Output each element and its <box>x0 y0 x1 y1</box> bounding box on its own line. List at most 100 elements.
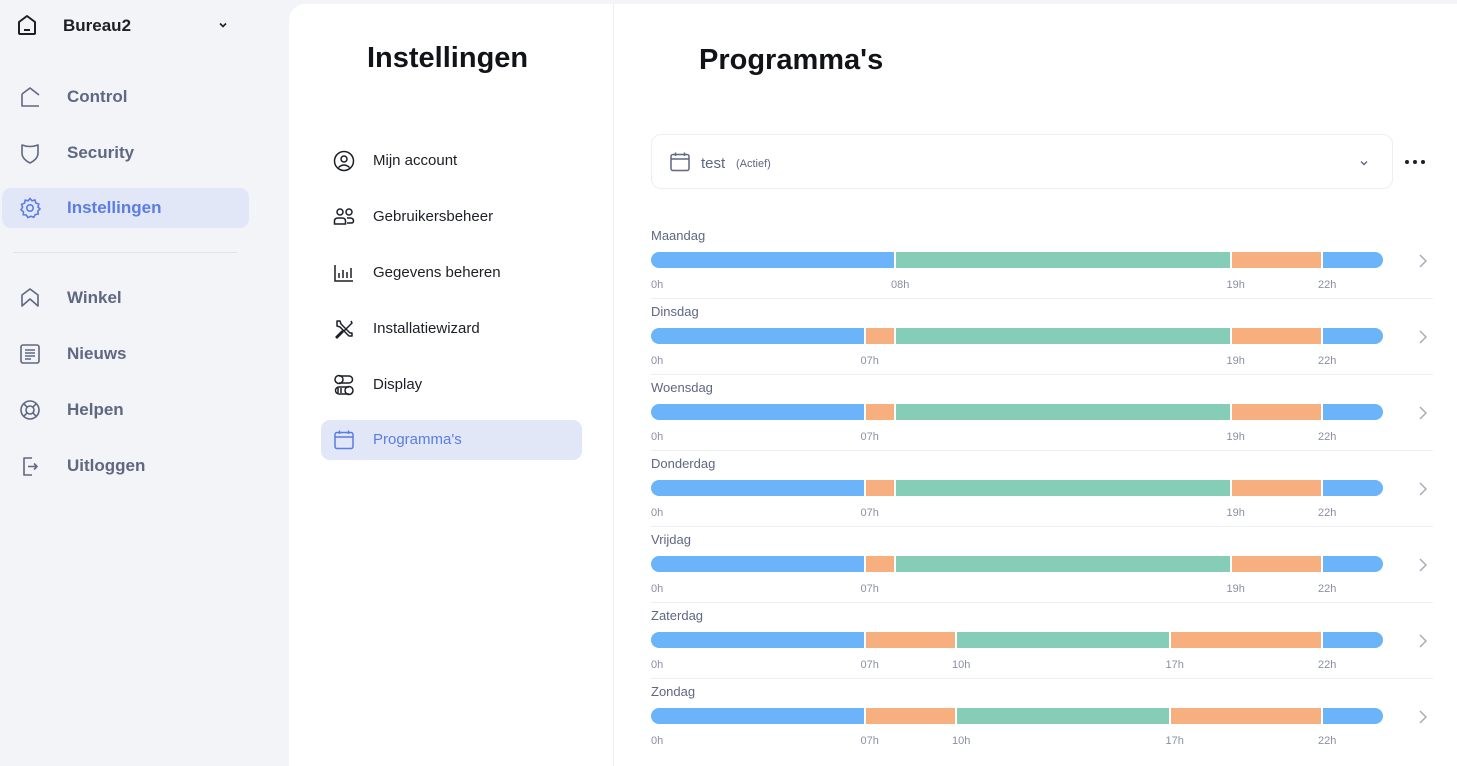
time-tick-label: 0h <box>651 659 664 671</box>
day-row-maandag[interactable]: Maandag 0h 08h 19h 22h <box>651 223 1433 299</box>
time-tick-label: 0h <box>651 355 664 367</box>
time-tick-label: 22h <box>1318 659 1337 671</box>
schedule-segment-orange <box>1231 328 1321 344</box>
schedule-segment-orange <box>1170 632 1321 648</box>
time-tick-label: 0h <box>651 735 664 747</box>
home-selector[interactable]: Bureau2 <box>0 0 289 50</box>
settings-item-label: Display <box>373 376 423 393</box>
nav-item-label: Instellingen <box>67 198 162 217</box>
chevron-right-icon[interactable] <box>1417 709 1429 725</box>
nav-divider <box>13 252 237 253</box>
settings-item-mijn-account[interactable]: Mijn account <box>321 141 582 181</box>
chevron-right-icon[interactable] <box>1417 481 1429 497</box>
time-tick-label: 19h <box>1226 279 1245 291</box>
schedule-bar <box>651 480 1383 496</box>
nav-item-label: Helpen <box>67 400 124 419</box>
tools-icon <box>335 320 353 339</box>
schedule-segment-blue <box>1323 328 1383 344</box>
nav-item-winkel[interactable]: Winkel <box>2 278 249 318</box>
time-tick-label: 07h <box>860 507 879 519</box>
schedule-bar <box>651 328 1383 344</box>
schedule-segment-green <box>896 404 1230 420</box>
schedule-segment-orange <box>865 404 894 420</box>
day-row-zaterdag[interactable]: Zaterdag 0h 07h 10h 17h 22h <box>651 603 1433 679</box>
nav-item-uitloggen[interactable]: Uitloggen <box>2 446 249 486</box>
calendar-icon <box>334 430 354 450</box>
time-tick-label: 0h <box>651 583 664 595</box>
time-tick-label: 08h <box>891 279 910 291</box>
day-name: Vrijdag <box>651 532 691 547</box>
schedule-segment-blue <box>651 328 864 344</box>
time-tick-label: 19h <box>1226 355 1245 367</box>
chevron-right-icon[interactable] <box>1417 253 1429 269</box>
schedule-segment-orange <box>865 556 894 572</box>
settings-menu: Instellingen Mijn account Gebruikersbehe… <box>289 4 614 766</box>
bar-chart-icon <box>334 265 353 282</box>
chevron-right-icon[interactable] <box>1417 557 1429 573</box>
schedule-segment-orange <box>1170 708 1321 724</box>
time-tick-label: 0h <box>651 431 664 443</box>
settings-item-display[interactable]: Display <box>321 365 582 405</box>
time-tick-label: 07h <box>860 583 879 595</box>
schedule-segment-blue <box>651 708 864 724</box>
time-tick-label: 22h <box>1318 735 1337 747</box>
schedule-bar <box>651 556 1383 572</box>
chevron-right-icon[interactable] <box>1417 329 1429 345</box>
calendar-icon <box>670 152 690 172</box>
chevron-down-icon[interactable] <box>216 18 230 32</box>
day-name: Dinsdag <box>651 304 699 319</box>
time-tick-label: 19h <box>1226 507 1245 519</box>
time-tick-label: 22h <box>1318 507 1337 519</box>
day-name: Zaterdag <box>651 608 704 623</box>
settings-item-gegevens-beheren[interactable]: Gegevens beheren <box>321 253 582 293</box>
day-schedule-list: Maandag 0h 08h 19h 22h Dinsdag 0h 07h 19h 22h Woen… <box>651 223 1433 755</box>
nav-item-label: Control <box>67 87 128 106</box>
schedule-segment-orange <box>865 632 955 648</box>
time-tick-label: 07h <box>860 431 879 443</box>
settings-item-label: Mijn account <box>373 152 458 169</box>
chevron-right-icon[interactable] <box>1417 405 1429 421</box>
content-panel: Instellingen Mijn account Gebruikersbehe… <box>289 4 1457 766</box>
schedule-segment-orange <box>865 708 955 724</box>
day-row-woensdag[interactable]: Woensdag 0h 07h 19h 22h <box>651 375 1433 451</box>
time-tick-label: 0h <box>651 507 664 519</box>
nav-item-nieuws[interactable]: Nieuws <box>2 334 249 374</box>
main-nav: Bureau2 Control Security Instellingen Wi… <box>0 0 289 766</box>
toggles-icon <box>334 374 354 396</box>
time-tick-label: 22h <box>1318 355 1337 367</box>
day-row-vrijdag[interactable]: Vrijdag 0h 07h 19h 22h <box>651 527 1433 603</box>
schedule-segment-green <box>896 556 1230 572</box>
schedule-segment-orange <box>865 480 894 496</box>
settings-title: Instellingen <box>367 42 529 74</box>
schedule-segment-green <box>957 632 1169 648</box>
schedule-segment-blue <box>651 556 864 572</box>
day-row-donderdag[interactable]: Donderdag 0h 07h 19h 22h <box>651 451 1433 527</box>
time-tick-label: 0h <box>651 279 664 291</box>
program-name: test <box>701 155 726 172</box>
nav-item-label: Winkel <box>67 288 122 307</box>
time-tick-label: 07h <box>860 659 879 671</box>
nav-item-control[interactable]: Control <box>2 77 249 117</box>
time-tick-label: 22h <box>1318 279 1337 291</box>
home-title: Bureau2 <box>63 16 132 35</box>
schedule-segment-blue <box>1323 480 1383 496</box>
nav-item-instellingen[interactable]: Instellingen <box>2 188 249 228</box>
settings-item-installatiewizard[interactable]: Installatiewizard <box>321 309 582 349</box>
chevron-right-icon[interactable] <box>1417 633 1429 649</box>
schedule-segment-blue <box>651 632 864 648</box>
day-row-zondag[interactable]: Zondag 0h 07h 10h 17h 22h <box>651 679 1433 755</box>
settings-item-programmas[interactable]: Programma's <box>321 420 582 460</box>
nav-item-helpen[interactable]: Helpen <box>2 390 249 430</box>
time-tick-label: 17h <box>1165 735 1184 747</box>
day-row-dinsdag[interactable]: Dinsdag 0h 07h 19h 22h <box>651 299 1433 375</box>
more-options-icon[interactable] <box>1403 152 1427 172</box>
nav-item-security[interactable]: Security <box>2 133 249 173</box>
time-tick-label: 10h <box>952 659 971 671</box>
program-select[interactable]: test (Actief) <box>651 134 1393 189</box>
schedule-segment-orange <box>1231 480 1321 496</box>
schedule-segment-green <box>957 708 1169 724</box>
time-tick-label: 19h <box>1226 431 1245 443</box>
lifebuoy-icon <box>20 400 40 420</box>
settings-item-label: Programma's <box>373 431 462 448</box>
settings-item-gebruikersbeheer[interactable]: Gebruikersbeheer <box>321 197 582 237</box>
